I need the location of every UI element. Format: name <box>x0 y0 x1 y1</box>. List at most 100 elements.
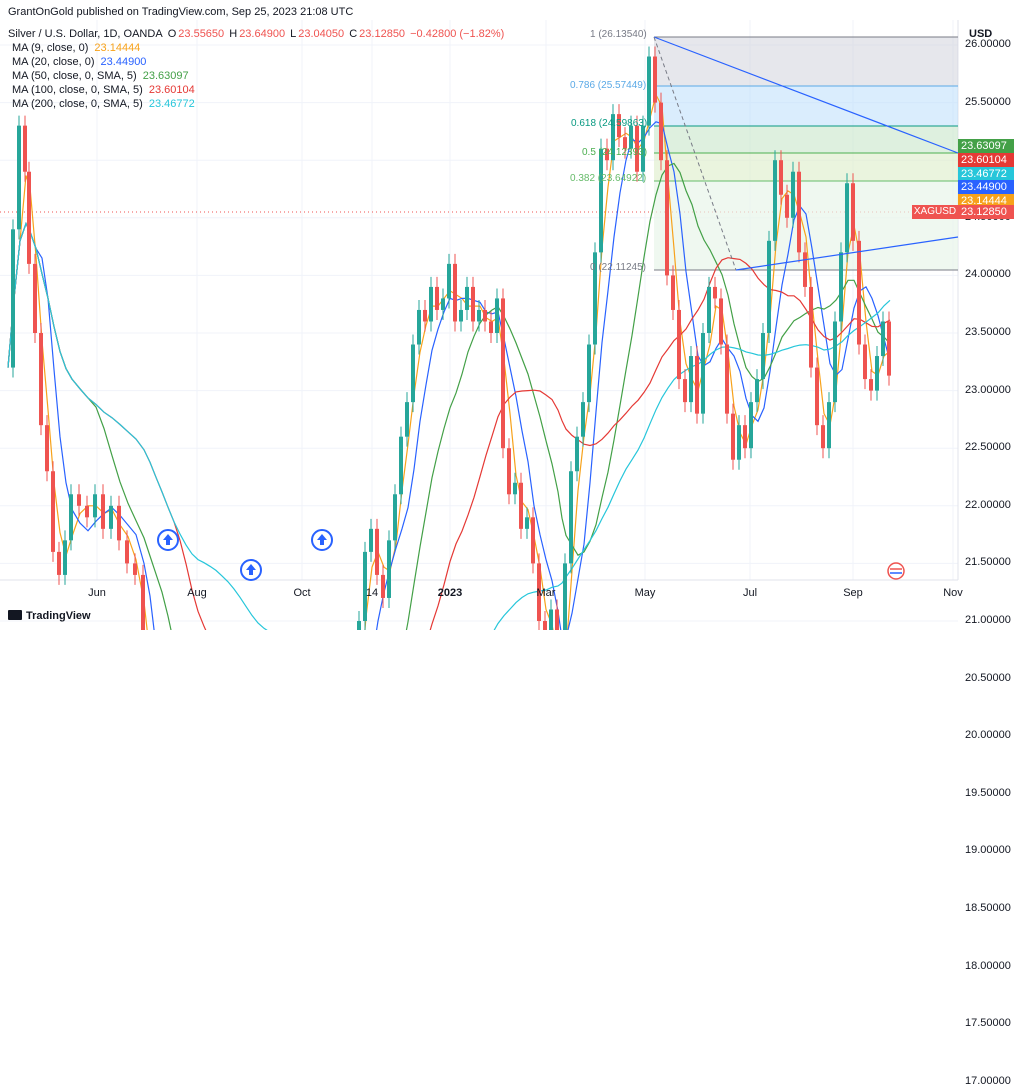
candle-body <box>405 402 409 437</box>
price-tick: 22.00000 <box>965 498 1011 511</box>
candle-body <box>809 286 813 368</box>
candle-body <box>543 621 547 630</box>
indicator-ma9[interactable]: MA (9, close, 0) 23.14444 <box>12 42 140 54</box>
fib-zone <box>654 126 958 153</box>
candle-body <box>827 402 831 449</box>
candle-body <box>453 263 457 322</box>
ohlc-l-label: L <box>290 28 297 40</box>
candle-body <box>45 425 49 472</box>
candle-body <box>77 494 81 506</box>
ma-line-4 <box>7 222 891 630</box>
candle-body <box>773 160 777 241</box>
candle-body <box>653 56 657 103</box>
price-tick: 17.00000 <box>965 1074 1011 1087</box>
ohlc-o-label: O <box>167 28 177 40</box>
ohlc-c-value: 23.12850 <box>359 28 406 40</box>
candle-body <box>731 413 735 460</box>
ohlc-h-value: 23.64900 <box>239 28 286 40</box>
price-tick: 23.50000 <box>965 326 1011 338</box>
fib-level-label: 0.786 (25.57449) <box>570 80 647 91</box>
candle-body <box>803 252 807 287</box>
candle-body <box>393 494 397 541</box>
candle-body <box>93 494 97 518</box>
brand-label: TradingView <box>26 610 91 622</box>
price-tick: 18.00000 <box>965 959 1011 972</box>
ma-line-1 <box>7 121 891 630</box>
price-badge: 23.14444 <box>958 194 1014 208</box>
candle-body <box>399 436 403 495</box>
candle-body <box>623 137 627 149</box>
candle-body <box>821 425 825 449</box>
indicator-ma100[interactable]: MA (100, close, 0, SMA, 5) 23.60104 <box>12 84 195 96</box>
candle-body <box>695 356 699 414</box>
fib-level-label: 1 (26.13540) <box>590 29 647 40</box>
ma-line-2 <box>7 162 891 630</box>
fib-zone <box>654 37 958 86</box>
candle-body <box>851 183 855 241</box>
currency-label[interactable]: USD <box>969 28 993 40</box>
indicator-value: 23.14444 <box>94 42 141 54</box>
price-tick: 21.50000 <box>965 556 1011 569</box>
candle-body <box>17 125 21 230</box>
price-badge: 23.46772 <box>958 167 1014 181</box>
indicator-ma200[interactable]: MA (200, close, 0, SMA, 5) 23.46772 <box>12 98 195 110</box>
time-tick: May <box>634 587 656 599</box>
price-tick: 21.00000 <box>965 614 1011 626</box>
fib-level-label: 0.618 (24.59863) <box>571 118 648 129</box>
candle-body <box>369 528 373 552</box>
time-tick: Sep <box>843 587 863 599</box>
candle-body <box>767 240 771 333</box>
symbol-title: Silver / U.S. Dollar, 1D, OANDA O 23.5565… <box>8 28 506 40</box>
candle-body <box>569 471 573 564</box>
publisher-header: GrantOnGold published on TradingView.com… <box>8 6 354 18</box>
tradingview-brand[interactable]: TradingView <box>8 610 91 622</box>
indicator-label: MA (200, close, 0, SMA, 5) <box>12 98 143 110</box>
price-tick: 26.00000 <box>965 38 1011 50</box>
candle-body <box>761 333 765 380</box>
candle-body <box>423 309 427 322</box>
fib-level-label: 0 (22.11245) <box>590 262 646 273</box>
candle-body <box>671 275 675 310</box>
candle-body <box>833 321 837 403</box>
candle-body <box>387 540 391 598</box>
candle-body <box>133 563 137 575</box>
candle-body <box>563 563 567 630</box>
fib-zone <box>654 153 958 181</box>
candle-body <box>435 286 439 310</box>
candle-body <box>779 160 783 195</box>
indicator-label: MA (50, close, 0, SMA, 5) <box>12 70 137 82</box>
candle-body <box>441 298 445 310</box>
up-arrow-glyph <box>317 534 327 545</box>
indicator-value: 23.46772 <box>148 98 195 110</box>
candle-body <box>501 298 505 449</box>
price-tick: 18.50000 <box>965 902 1011 914</box>
candle-body <box>737 425 741 460</box>
candle-body <box>575 436 579 472</box>
candle-body <box>749 402 753 449</box>
candle-body <box>513 482 517 495</box>
candle-body <box>791 171 795 218</box>
indicator-ma50[interactable]: MA (50, close, 0, SMA, 5) 23.63097 <box>12 70 189 82</box>
indicator-ma20[interactable]: MA (20, close, 0) 23.44900 <box>12 56 146 68</box>
price-chart[interactable] <box>0 0 1024 630</box>
candle-body <box>863 344 867 380</box>
tradingview-logo-icon <box>8 610 22 620</box>
time-tick: Aug <box>187 587 207 599</box>
candle-body <box>641 125 645 172</box>
candle-body <box>363 551 367 621</box>
time-tick: 14 <box>365 587 379 599</box>
symbol-badge: XAGUSD <box>912 205 958 219</box>
candle-body <box>477 309 481 322</box>
indicator-label: MA (20, close, 0) <box>12 56 95 68</box>
candle-body <box>465 286 469 310</box>
time-tick: 2023 <box>437 587 463 599</box>
candle-body <box>581 402 585 437</box>
candle-body <box>881 321 885 357</box>
time-tick: Mar <box>536 587 556 599</box>
candle-body <box>665 160 669 276</box>
fib-diagonal <box>653 36 737 271</box>
price-tick: 24.00000 <box>965 268 1011 281</box>
candle-body <box>57 551 61 575</box>
candle-body <box>525 517 529 529</box>
candle-body <box>537 563 541 621</box>
